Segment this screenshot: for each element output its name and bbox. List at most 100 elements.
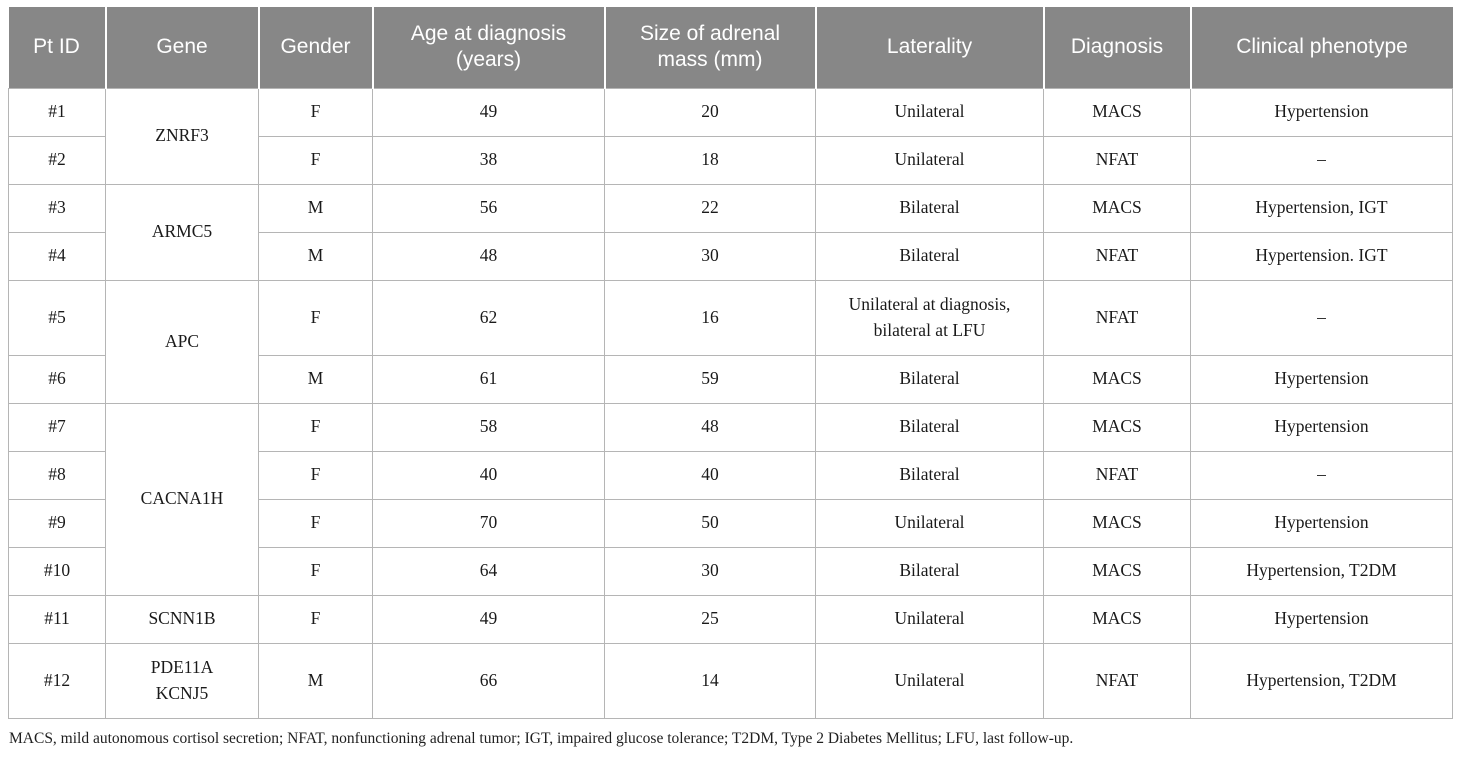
cell-gender: F bbox=[258, 498, 373, 548]
cell-pt-id: #6 bbox=[8, 354, 106, 404]
cell-laterality: Bilateral bbox=[815, 231, 1044, 281]
cell-phenotype: Hypertension bbox=[1190, 402, 1453, 452]
cell-gene: CACNA1H bbox=[105, 402, 259, 596]
cell-pt-id: #3 bbox=[8, 183, 106, 233]
column-header-gender: Gender bbox=[257, 7, 373, 88]
cell-gender: F bbox=[258, 135, 373, 185]
cell-diagnosis: NFAT bbox=[1043, 231, 1191, 281]
cell-pt-id: #5 bbox=[8, 279, 106, 356]
cell-laterality: Bilateral bbox=[815, 402, 1044, 452]
cell-laterality: Unilateral bbox=[815, 642, 1044, 719]
cell-age: 62 bbox=[372, 279, 605, 356]
cell-gene: SCNN1B bbox=[105, 594, 259, 644]
table-row: #11 SCNN1B F 49 25 Unilateral MACS Hyper… bbox=[8, 594, 1453, 644]
table-body: #1 ZNRF3 F 49 20 Unilateral MACS Hyperte… bbox=[8, 87, 1453, 719]
cell-laterality: Bilateral bbox=[815, 183, 1044, 233]
cell-age: 40 bbox=[372, 450, 605, 500]
table-row: #5 APC F 62 16 Unilateral at diagnosis, … bbox=[8, 279, 1453, 404]
cell-size: 40 bbox=[604, 450, 816, 500]
cell-gender: F bbox=[258, 279, 373, 356]
cell-pt-id: #12 bbox=[8, 642, 106, 719]
cell-size: 25 bbox=[604, 594, 816, 644]
column-header-size-adrenal-mass: Size of adrenal mass (mm) bbox=[603, 7, 816, 88]
cell-age: 56 bbox=[372, 183, 605, 233]
table-row: #6 M 61 59 Bilateral MACS Hypertension bbox=[8, 354, 1453, 404]
cell-phenotype: Hypertension bbox=[1190, 498, 1453, 548]
cell-diagnosis: MACS bbox=[1043, 498, 1191, 548]
cell-diagnosis: MACS bbox=[1043, 402, 1191, 452]
cell-phenotype: Hypertension, T2DM bbox=[1190, 546, 1453, 596]
cell-pt-id: #9 bbox=[8, 498, 106, 548]
table-header: Pt ID Gene Gender Age at diagnosis (year… bbox=[8, 7, 1453, 88]
cell-gender: F bbox=[258, 450, 373, 500]
cell-size: 30 bbox=[604, 546, 816, 596]
cell-laterality: Unilateral bbox=[815, 498, 1044, 548]
cell-gender: M bbox=[258, 354, 373, 404]
cell-laterality: Unilateral bbox=[815, 594, 1044, 644]
cell-phenotype: – bbox=[1190, 450, 1453, 500]
cell-pt-id: #2 bbox=[8, 135, 106, 185]
cell-size: 59 bbox=[604, 354, 816, 404]
cell-gender: M bbox=[258, 231, 373, 281]
cell-phenotype: Hypertension bbox=[1190, 354, 1453, 404]
cell-size: 18 bbox=[604, 135, 816, 185]
cell-laterality: Bilateral bbox=[815, 450, 1044, 500]
table-row: #4 M 48 30 Bilateral NFAT Hypertension. … bbox=[8, 231, 1453, 281]
cell-pt-id: #1 bbox=[8, 87, 106, 137]
cell-laterality: Unilateral bbox=[815, 135, 1044, 185]
table-footnote: MACS, mild autonomous cortisol secretion… bbox=[9, 729, 1074, 747]
cell-phenotype: Hypertension bbox=[1190, 87, 1453, 137]
cell-age: 70 bbox=[372, 498, 605, 548]
table-row: #7 CACNA1H F 58 48 Bilateral MACS Hypert… bbox=[8, 402, 1453, 596]
cell-gender: F bbox=[258, 87, 373, 137]
column-header-clinical-phenotype: Clinical phenotype bbox=[1189, 7, 1453, 88]
cell-age: 58 bbox=[372, 402, 605, 452]
cell-phenotype: Hypertension. IGT bbox=[1190, 231, 1453, 281]
column-header-pt-id: Pt ID bbox=[8, 7, 106, 88]
cell-phenotype: Hypertension bbox=[1190, 594, 1453, 644]
cell-gene: ZNRF3 bbox=[105, 87, 259, 185]
cell-diagnosis: MACS bbox=[1043, 87, 1191, 137]
cell-diagnosis: NFAT bbox=[1043, 642, 1191, 719]
cell-gender: M bbox=[258, 183, 373, 233]
cell-size: 20 bbox=[604, 87, 816, 137]
cell-age: 38 bbox=[372, 135, 605, 185]
cell-age: 66 bbox=[372, 642, 605, 719]
column-header-gene: Gene bbox=[104, 7, 259, 88]
cell-gene: PDE11A KCNJ5 bbox=[105, 642, 259, 719]
cell-gender: F bbox=[258, 402, 373, 452]
cell-phenotype: Hypertension, T2DM bbox=[1190, 642, 1453, 719]
cell-diagnosis: NFAT bbox=[1043, 135, 1191, 185]
cell-laterality: Unilateral at diagnosis, bilateral at LF… bbox=[815, 279, 1044, 356]
cell-pt-id: #10 bbox=[8, 546, 106, 596]
cell-age: 48 bbox=[372, 231, 605, 281]
table-row: #8 F 40 40 Bilateral NFAT – bbox=[8, 450, 1453, 500]
patients-table: Pt ID Gene Gender Age at diagnosis (year… bbox=[8, 7, 1453, 719]
cell-age: 64 bbox=[372, 546, 605, 596]
cell-gender: M bbox=[258, 642, 373, 719]
cell-size: 50 bbox=[604, 498, 816, 548]
cell-pt-id: #8 bbox=[8, 450, 106, 500]
cell-diagnosis: MACS bbox=[1043, 183, 1191, 233]
cell-age: 61 bbox=[372, 354, 605, 404]
column-header-age-at-diagnosis: Age at diagnosis (years) bbox=[371, 7, 605, 88]
cell-pt-id: #11 bbox=[8, 594, 106, 644]
cell-phenotype: – bbox=[1190, 279, 1453, 356]
table-row: #1 ZNRF3 F 49 20 Unilateral MACS Hyperte… bbox=[8, 87, 1453, 185]
cell-size: 16 bbox=[604, 279, 816, 356]
cell-age: 49 bbox=[372, 594, 605, 644]
cell-diagnosis: MACS bbox=[1043, 594, 1191, 644]
cell-diagnosis: NFAT bbox=[1043, 450, 1191, 500]
header-row: Pt ID Gene Gender Age at diagnosis (year… bbox=[8, 7, 1453, 88]
cell-age: 49 bbox=[372, 87, 605, 137]
cell-gender: F bbox=[258, 546, 373, 596]
table-row: #9 F 70 50 Unilateral MACS Hypertension bbox=[8, 498, 1453, 548]
cell-gene: ARMC5 bbox=[105, 183, 259, 281]
cell-gene: APC bbox=[105, 279, 259, 404]
column-header-laterality: Laterality bbox=[814, 7, 1044, 88]
cell-pt-id: #4 bbox=[8, 231, 106, 281]
cell-phenotype: – bbox=[1190, 135, 1453, 185]
cell-size: 30 bbox=[604, 231, 816, 281]
cell-diagnosis: MACS bbox=[1043, 546, 1191, 596]
